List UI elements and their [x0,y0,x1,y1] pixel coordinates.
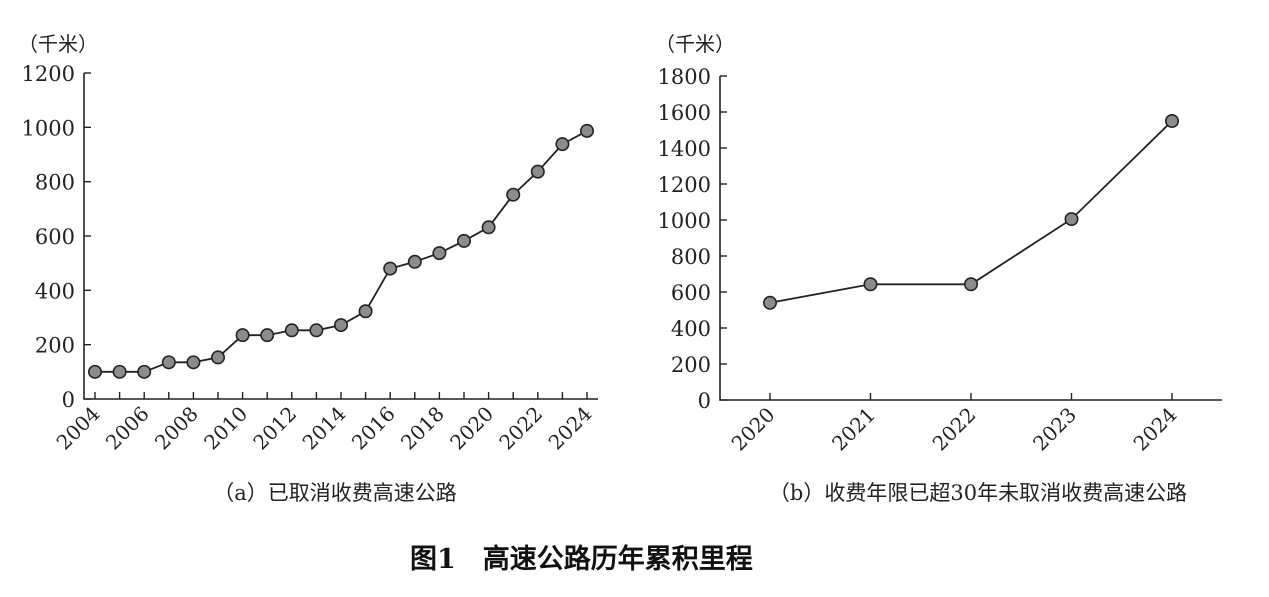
chart-b-data-point [1064,212,1079,227]
chart-a-y-tick-label: 600 [35,225,75,249]
chart-a-marks [88,123,594,379]
chart-a-x-tick-label: 2024 [544,402,597,455]
chart-a-y-tick-label: 1200 [22,62,75,86]
title-fade-overlay [838,542,1258,582]
figure-title: 图1 高速公路历年累积里程 [410,543,753,575]
chart-a-axes: 0200400600800100012002004200620082010201… [22,62,598,455]
chart-a-data-point [88,364,103,379]
chart-b-y-tick-label: 1200 [658,173,711,197]
chart-b-data-point [762,295,777,310]
chart-b-x-tick-label: 2021 [827,403,880,456]
chart-a-y-tick-label: 0 [62,388,75,412]
chart-a-x-tick-label: 2006 [101,402,154,455]
chart-a-data-point [579,123,594,138]
chart-a-data-point [112,364,127,379]
chart-a-data-point [186,355,201,370]
chart-b: （千米） 0 200 400 600 800 1000 1200 1400 1600 1800 20… [655,32,1222,505]
chart-a-data-point [506,187,521,202]
chart-a-data-point [530,164,545,179]
chart-b-y-tick-label: 0 [698,389,711,413]
chart-a-data-point [481,220,496,235]
chart-b-y-tick-label: 400 [671,317,711,341]
chart-b-x-tick-label: 2024 [1129,403,1182,456]
chart-b-data-point [963,277,978,292]
chart-a-x-tick-label: 2008 [150,402,203,455]
chart-b-axes: 0 200 400 600 800 1000 1200 1400 1600 1800 2020 202… [658,65,1222,456]
chart-b-y-tick-label: 800 [671,245,711,269]
chart-a-data-point [211,350,226,365]
chart-a-data-point [407,254,422,269]
chart-b-data-point [863,277,878,292]
chart-b-x-tick-label: 2020 [727,403,780,456]
chart-a-data-point [161,355,176,370]
chart-a-x-tick-label: 2016 [347,402,400,455]
chart-a-y-tick-label: 1000 [22,116,75,140]
chart-a-series-line [95,130,588,373]
chart-a-x-tick-label: 2012 [248,402,301,455]
chart-a-data-point [260,328,275,343]
chart-a-axis-frame [83,73,598,400]
chart-a-x-tick-label: 2010 [199,402,252,455]
chart-b-series-line [769,120,1173,304]
chart-b-y-tick-label: 1400 [658,137,711,161]
chart-a-data-point [284,323,299,338]
chart-a-y-tick-label: 800 [35,171,75,195]
chart-b-y-tick-label: 1000 [658,209,711,233]
chart-a-data-point [309,323,324,338]
chart-a-data-point [137,364,152,379]
chart-a: （千米） 02004006008001000120020042006200820… [18,32,598,505]
chart-b-unit-label: （千米） [655,32,735,56]
chart-b-y-tick-label: 600 [671,281,711,305]
chart-a-y-tick-label: 400 [35,279,75,303]
chart-b-y-tick-label: 1600 [658,101,711,125]
chart-b-caption: （b）收费年限已超30年未取消收费高速公路 [769,481,1187,505]
chart-a-unit-label: （千米） [18,32,98,56]
chart-a-data-point [235,328,250,343]
chart-a-x-tick-label: 2018 [396,402,449,455]
chart-b-y-tick-label: 200 [671,353,711,377]
chart-b-x-tick-label: 2023 [1028,403,1081,456]
chart-a-data-point [432,246,447,261]
chart-a-x-tick-label: 2022 [494,402,547,455]
chart-a-data-point [333,318,348,333]
chart-b-y-tick-label: 1800 [658,65,711,89]
chart-a-x-tick-label: 2004 [52,402,105,455]
chart-a-data-point [383,261,398,276]
chart-a-data-point [358,304,373,319]
chart-b-marks [762,114,1180,310]
chart-a-x-tick-label: 2020 [445,402,498,455]
chart-a-data-point [555,137,570,152]
chart-b-axis-frame [719,76,1222,401]
chart-a-x-tick-label: 2014 [298,402,351,455]
chart-a-y-tick-label: 200 [35,334,75,358]
chart-b-data-point [1165,114,1180,129]
chart-b-x-tick-label: 2022 [928,403,981,456]
chart-a-caption: （a）已取消收费高速公路 [213,481,457,505]
chart-a-data-point [456,233,471,248]
